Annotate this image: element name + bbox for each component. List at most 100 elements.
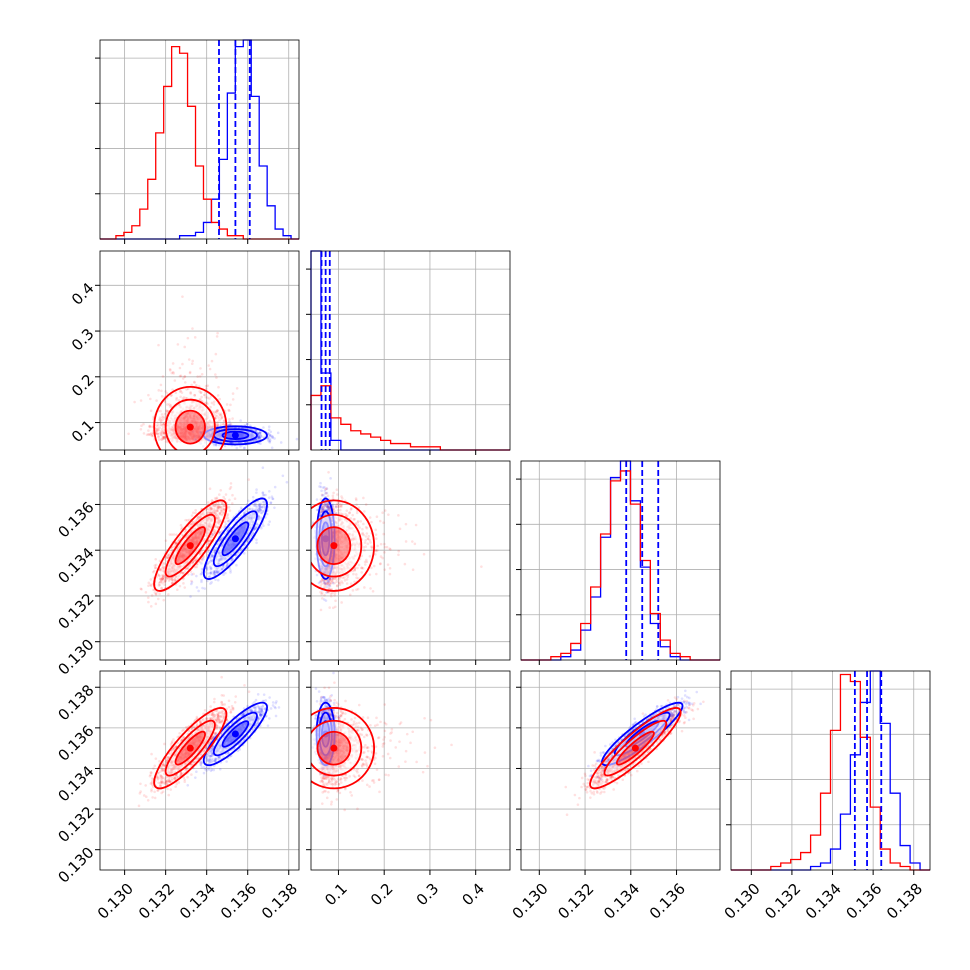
sample-point [257, 435, 260, 439]
sample-point [160, 578, 163, 582]
sample-point [161, 418, 164, 421]
sample-point [245, 422, 249, 426]
sample-point [161, 569, 165, 573]
sample-point [213, 438, 216, 442]
sample-point [202, 511, 205, 515]
sample-point [218, 511, 222, 515]
sample-point [212, 504, 216, 508]
sample-point [159, 383, 163, 387]
sample-point [245, 422, 249, 426]
sample-point [223, 497, 227, 501]
sample-point [160, 413, 164, 416]
sample-point [149, 578, 153, 581]
sample-point [260, 506, 264, 509]
sample-point [157, 428, 161, 432]
sample-point [198, 398, 201, 401]
sample-point [142, 422, 145, 426]
sample-point [183, 570, 187, 573]
sample-point [166, 555, 169, 558]
sample-point [218, 511, 221, 515]
sample-point [214, 502, 218, 505]
sample-point [259, 433, 262, 437]
sample-point [185, 388, 188, 391]
sample-point [205, 567, 209, 571]
sample-point [223, 520, 227, 523]
sample-point [156, 597, 160, 601]
sample-point [222, 507, 226, 511]
sample-point [215, 509, 219, 512]
sample-point [193, 336, 197, 339]
sample-point [159, 418, 163, 421]
sample-point [216, 506, 219, 510]
sample-point [268, 434, 272, 438]
sample-point [196, 375, 200, 378]
sample-point [215, 414, 219, 418]
sample-point [196, 517, 199, 520]
sample-point [205, 511, 209, 515]
sample-point [231, 417, 234, 420]
sample-point [248, 507, 252, 511]
sample-point [254, 428, 257, 432]
sample-point [209, 567, 212, 571]
sample-point [273, 437, 276, 440]
sample-point [157, 574, 161, 577]
hist-panel-0 [95, 39, 300, 244]
sample-point [257, 436, 261, 439]
sample-point [181, 295, 184, 298]
panel-frame [99, 250, 300, 451]
sample-point [260, 511, 264, 515]
sample-point [262, 510, 265, 513]
sample-point [248, 507, 251, 511]
sample-point [174, 575, 178, 578]
sample-point [195, 574, 198, 578]
hist-series-1 [731, 673, 930, 871]
sample-point [235, 446, 239, 450]
sample-point [215, 513, 218, 516]
sample-point [209, 536, 213, 539]
sample-point [262, 509, 265, 513]
sample-point [216, 509, 220, 513]
sample-point [179, 389, 182, 393]
sample-point [244, 509, 248, 513]
sample-point [261, 493, 265, 497]
sample-point [170, 371, 174, 375]
sample-point [224, 493, 228, 496]
sample-point [157, 389, 161, 392]
sample-point [160, 395, 164, 398]
sample-point [182, 396, 186, 399]
sample-point [259, 434, 262, 437]
sample-point [279, 441, 283, 444]
sample-point [149, 433, 152, 436]
sample-point [219, 488, 223, 492]
sample-point [192, 520, 195, 524]
sample-point [212, 528, 216, 532]
sample-point [220, 568, 223, 572]
sample-point [208, 565, 212, 568]
sample-point [200, 580, 203, 584]
sample-point [154, 566, 157, 570]
sample-point [160, 438, 164, 441]
sample-point [171, 362, 175, 365]
sample-point [165, 403, 169, 406]
sample-point [235, 563, 238, 567]
sample-point [181, 362, 184, 366]
sample-point [161, 563, 164, 567]
sample-point [165, 556, 169, 559]
sample-point [149, 432, 153, 435]
sample-point [217, 522, 221, 525]
sample-point [160, 438, 163, 441]
sample-point [162, 415, 165, 419]
sample-point [197, 515, 200, 519]
sample-point [222, 423, 225, 426]
sample-point [205, 507, 209, 511]
sample-point [229, 571, 232, 574]
sample-point [149, 584, 153, 588]
sample-point [207, 550, 210, 554]
sample-point [226, 562, 229, 565]
sample-point [171, 370, 175, 374]
sample-point [148, 425, 152, 428]
sample-point [157, 438, 161, 441]
sample-point [168, 403, 171, 406]
sample-point [178, 390, 182, 393]
sample-point [260, 505, 263, 509]
